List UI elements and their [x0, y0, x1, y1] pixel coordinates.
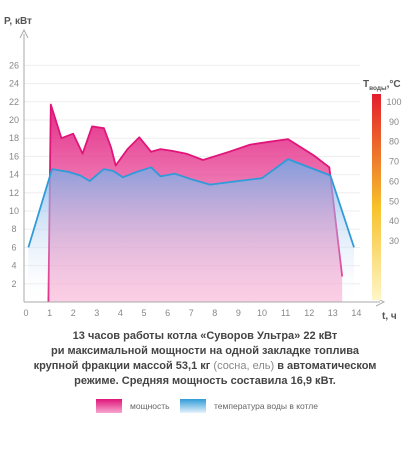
legend-power: мощность — [96, 399, 170, 413]
x-tick-label: 7 — [189, 308, 194, 318]
data-areas — [27, 103, 355, 303]
x-tick-label: 12 — [304, 308, 314, 318]
x-tick-label: 1 — [47, 308, 52, 318]
x-tick-label: 5 — [141, 308, 146, 318]
y-tick-label: 10 — [9, 206, 19, 216]
temperature-tick-label: 50 — [389, 196, 399, 206]
temperature-scale-bar — [372, 94, 381, 300]
y-axis-label: P, кВт — [4, 16, 32, 27]
y-tick-label: 4 — [11, 261, 16, 271]
legend-power-label: мощность — [130, 401, 170, 411]
x-tick-label: 0 — [23, 308, 28, 318]
legend-temperature-swatch — [180, 399, 206, 413]
x-axis-label: t, ч — [382, 311, 397, 322]
series-area-temperature — [28, 159, 355, 302]
x-tick-label: 13 — [328, 308, 338, 318]
x-tick-label: 2 — [71, 308, 76, 318]
temperature-scale: Tводы,°C 30 40 50 60 70 80 90 100 — [363, 79, 402, 300]
legend-temperature-label: температура воды в котле — [214, 401, 318, 411]
x-tick-label: 11 — [281, 308, 290, 318]
temperature-tick-label: 70 — [389, 157, 399, 167]
y-tick-label: 26 — [9, 60, 19, 70]
temperature-tick-label: 40 — [389, 216, 399, 226]
axes — [19, 28, 386, 307]
y-tick-label: 12 — [9, 188, 19, 198]
y-tick-label: 24 — [9, 79, 19, 89]
caption-line-2: ри максимальной мощности на одной заклад… — [51, 345, 359, 357]
legend-power-swatch — [96, 399, 122, 413]
temperature-tick-label: 90 — [389, 117, 399, 127]
y-tick-label: 6 — [11, 242, 16, 252]
x-tick-label: 14 — [351, 308, 361, 318]
x-axis-ticks: 0 1 2 3 4 5 6 7 8 9 10 11 12 13 14 — [23, 308, 361, 318]
x-tick-label: 6 — [165, 308, 170, 318]
x-tick-label: 3 — [94, 308, 99, 318]
legend-temperature: температура воды в котле — [180, 399, 318, 413]
y-tick-label: 8 — [11, 224, 16, 234]
temperature-scale-ticks: 30 40 50 60 70 80 90 100 — [386, 97, 401, 246]
y-tick-label: 14 — [9, 170, 19, 180]
caption-line-1: 13 часов работы котла «Суворов Ультра» 2… — [72, 330, 338, 342]
temperature-tick-label: 60 — [389, 176, 399, 186]
y-tick-label: 2 — [11, 279, 16, 289]
y-tick-label: 22 — [9, 97, 19, 107]
temperature-tick-label: 30 — [389, 236, 399, 246]
x-tick-label: 8 — [212, 308, 217, 318]
temperature-tick-label: 100 — [386, 97, 401, 107]
series-line-temperature — [27, 158, 355, 248]
x-tick-label: 10 — [257, 308, 267, 318]
temperature-tick-label: 80 — [389, 137, 399, 147]
caption-line-3: крупной фракции массой 53,1 кг (сосна, е… — [33, 360, 377, 372]
caption-line-4: режиме. Средняя мощность составила 16,9 … — [74, 375, 336, 387]
series-line-power — [47, 103, 344, 303]
chart-caption: 13 часов работы котла «Суворов Ультра» 2… — [0, 329, 410, 389]
x-tick-label: 9 — [236, 308, 241, 318]
y-tick-label: 16 — [9, 151, 19, 161]
y-axis-arrow-icon — [19, 28, 29, 39]
temperature-scale-title: Tводы,°C — [363, 79, 401, 92]
y-tick-label: 20 — [9, 115, 19, 125]
y-tick-label: 18 — [9, 133, 19, 143]
x-tick-label: 4 — [118, 308, 123, 318]
